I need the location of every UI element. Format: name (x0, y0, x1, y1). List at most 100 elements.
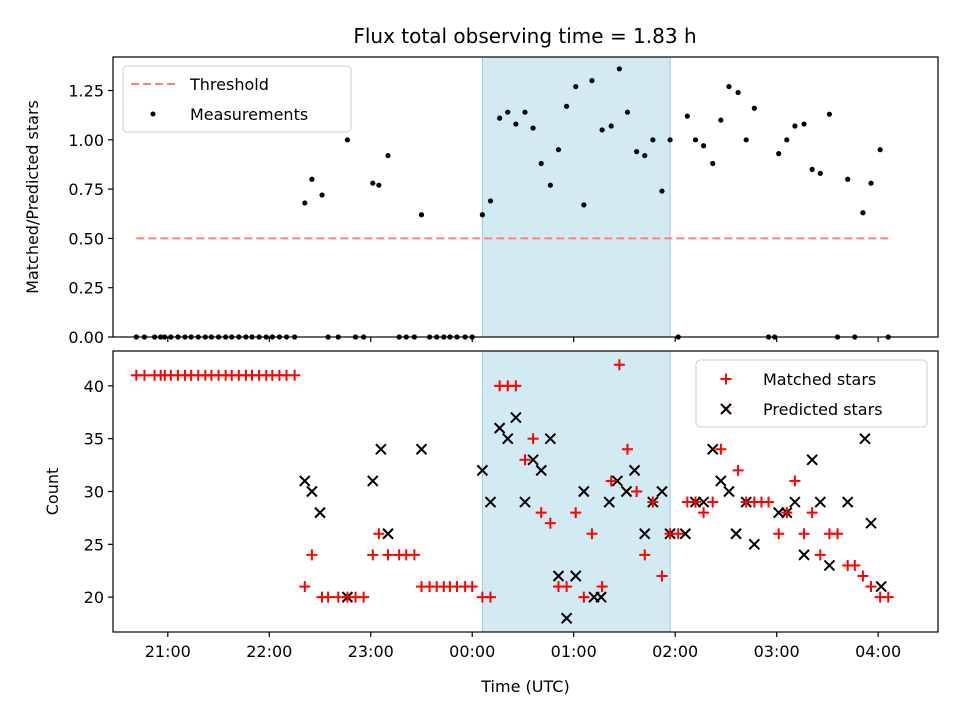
measurement-point (801, 121, 807, 127)
measurement-point (573, 83, 579, 90)
measurement-point (385, 152, 391, 159)
measurement-point (735, 89, 741, 96)
matched-star-point (849, 559, 861, 571)
x-tick-label: 02:00 (652, 642, 698, 661)
top-y-tick-label: 1.00 (68, 131, 104, 150)
predicted-star-point (715, 475, 727, 487)
predicted-star-point (375, 443, 387, 455)
matched-star-point (763, 496, 775, 508)
predicted-star-point (493, 422, 506, 434)
matched-star-point (544, 517, 556, 529)
matched-star-point (631, 486, 643, 497)
matched-star-point (865, 581, 877, 593)
predicted-star-point (865, 517, 877, 529)
bottom-y-tick-label: 20 (84, 588, 104, 607)
matched-star-point (689, 496, 701, 508)
predicted-star-point (748, 538, 761, 551)
bottom-y-tick-label: 25 (84, 535, 104, 554)
matched-star-point (806, 507, 818, 519)
top-y-axis: 0.00 0.25 0.50 0.75 1.00 1.25 (68, 82, 113, 347)
predicted-star-point (527, 454, 539, 466)
matched-star-point (535, 507, 547, 519)
predicted-star-point (841, 496, 854, 508)
predicted-star-point (382, 528, 394, 540)
predicted-star-point (314, 506, 326, 519)
predicted-star-point (723, 485, 735, 498)
predicted-star-point (299, 475, 311, 487)
matched-star-point (639, 549, 651, 561)
top-y-tick-label: 1.25 (68, 82, 104, 101)
x-tick-label: 21:00 (145, 642, 191, 661)
measurement-point (302, 200, 308, 206)
matched-star-point (715, 443, 727, 455)
top-y-axis-label: Matched/Predicted stars (23, 100, 42, 294)
measurement-point (563, 103, 570, 109)
matched-star-point (466, 581, 478, 593)
matched-star-point (519, 454, 531, 466)
predicted-star-point (552, 570, 565, 582)
measurement-point (319, 192, 325, 198)
measurement-point (487, 198, 494, 204)
predicted-star-point (823, 559, 836, 572)
matched-star-point (698, 507, 710, 519)
top-x-ticks (167, 337, 879, 342)
matched-star-point (138, 369, 150, 381)
top-panel: 0.00 0.25 0.50 0.75 1.00 1.25 Matched/Predict… (23, 56, 939, 347)
matched-star-point (408, 549, 420, 561)
matched-star-point (781, 507, 793, 519)
measurement-point (505, 109, 511, 115)
measurement-point (309, 176, 315, 182)
top-y-tick-label: 0.25 (68, 279, 104, 298)
measurement-point (599, 127, 605, 133)
matched-star-point (484, 591, 496, 603)
measurement-point (538, 160, 544, 167)
matched-star-point (358, 591, 370, 603)
bottom-y-axis-label: Count (43, 468, 62, 516)
measurement-point (868, 180, 874, 186)
predicted-star-point (603, 496, 615, 508)
legend-predicted-label: Predicted stars (763, 400, 883, 419)
legend-threshold-label: Threshold (189, 75, 269, 94)
measurement-point (726, 83, 732, 90)
bottom-y-axis: 20 25 30 35 40 (84, 377, 113, 607)
matched-star-point (672, 528, 684, 540)
matched-star-point (647, 496, 659, 508)
bottom-x-axis: 21:00 22:00 23:00 00:00 01:00 02:00 03:00 04:00 (145, 632, 901, 661)
bottom-y-tick-label: 35 (84, 430, 104, 449)
measurement-point (642, 152, 648, 159)
measurement-point (589, 78, 595, 84)
matched-star-point (882, 591, 894, 603)
measurement-point (667, 137, 673, 143)
measurement-point (418, 212, 425, 218)
x-tick-label: 23:00 (348, 642, 394, 661)
x-tick-label: 01:00 (551, 642, 597, 661)
measurement-point (634, 149, 640, 155)
matched-star-point (773, 528, 785, 540)
predicted-star-point (560, 612, 573, 624)
legend-predicted-marker (720, 403, 732, 415)
bottom-y-tick-label: 30 (84, 483, 104, 502)
matched-star-point (832, 528, 844, 540)
x-tick-label: 04:00 (855, 642, 901, 661)
matched-star-point (732, 464, 744, 476)
measurement-point (530, 125, 536, 131)
legend-measurements-label: Measurements (190, 105, 308, 124)
predicted-star-point (730, 528, 742, 540)
bottom-y-tick-label: 40 (84, 377, 104, 396)
matched-star-point (299, 581, 311, 593)
predicted-star-point (306, 485, 318, 498)
predicted-star-point (578, 485, 590, 498)
predicted-star-point (484, 496, 497, 508)
predicted-star-point (656, 485, 668, 498)
predicted-star-point (697, 496, 710, 508)
predicted-star-point (679, 528, 692, 540)
predicted-star-point (510, 411, 522, 424)
matched-star-point (707, 496, 719, 508)
matched-star-point (586, 528, 598, 540)
measurement-point (376, 182, 382, 188)
top-y-tick-label: 0.00 (68, 328, 104, 347)
measurement-point (555, 147, 562, 153)
x-tick-label: 22:00 (246, 642, 292, 661)
measurement-point (547, 182, 553, 188)
